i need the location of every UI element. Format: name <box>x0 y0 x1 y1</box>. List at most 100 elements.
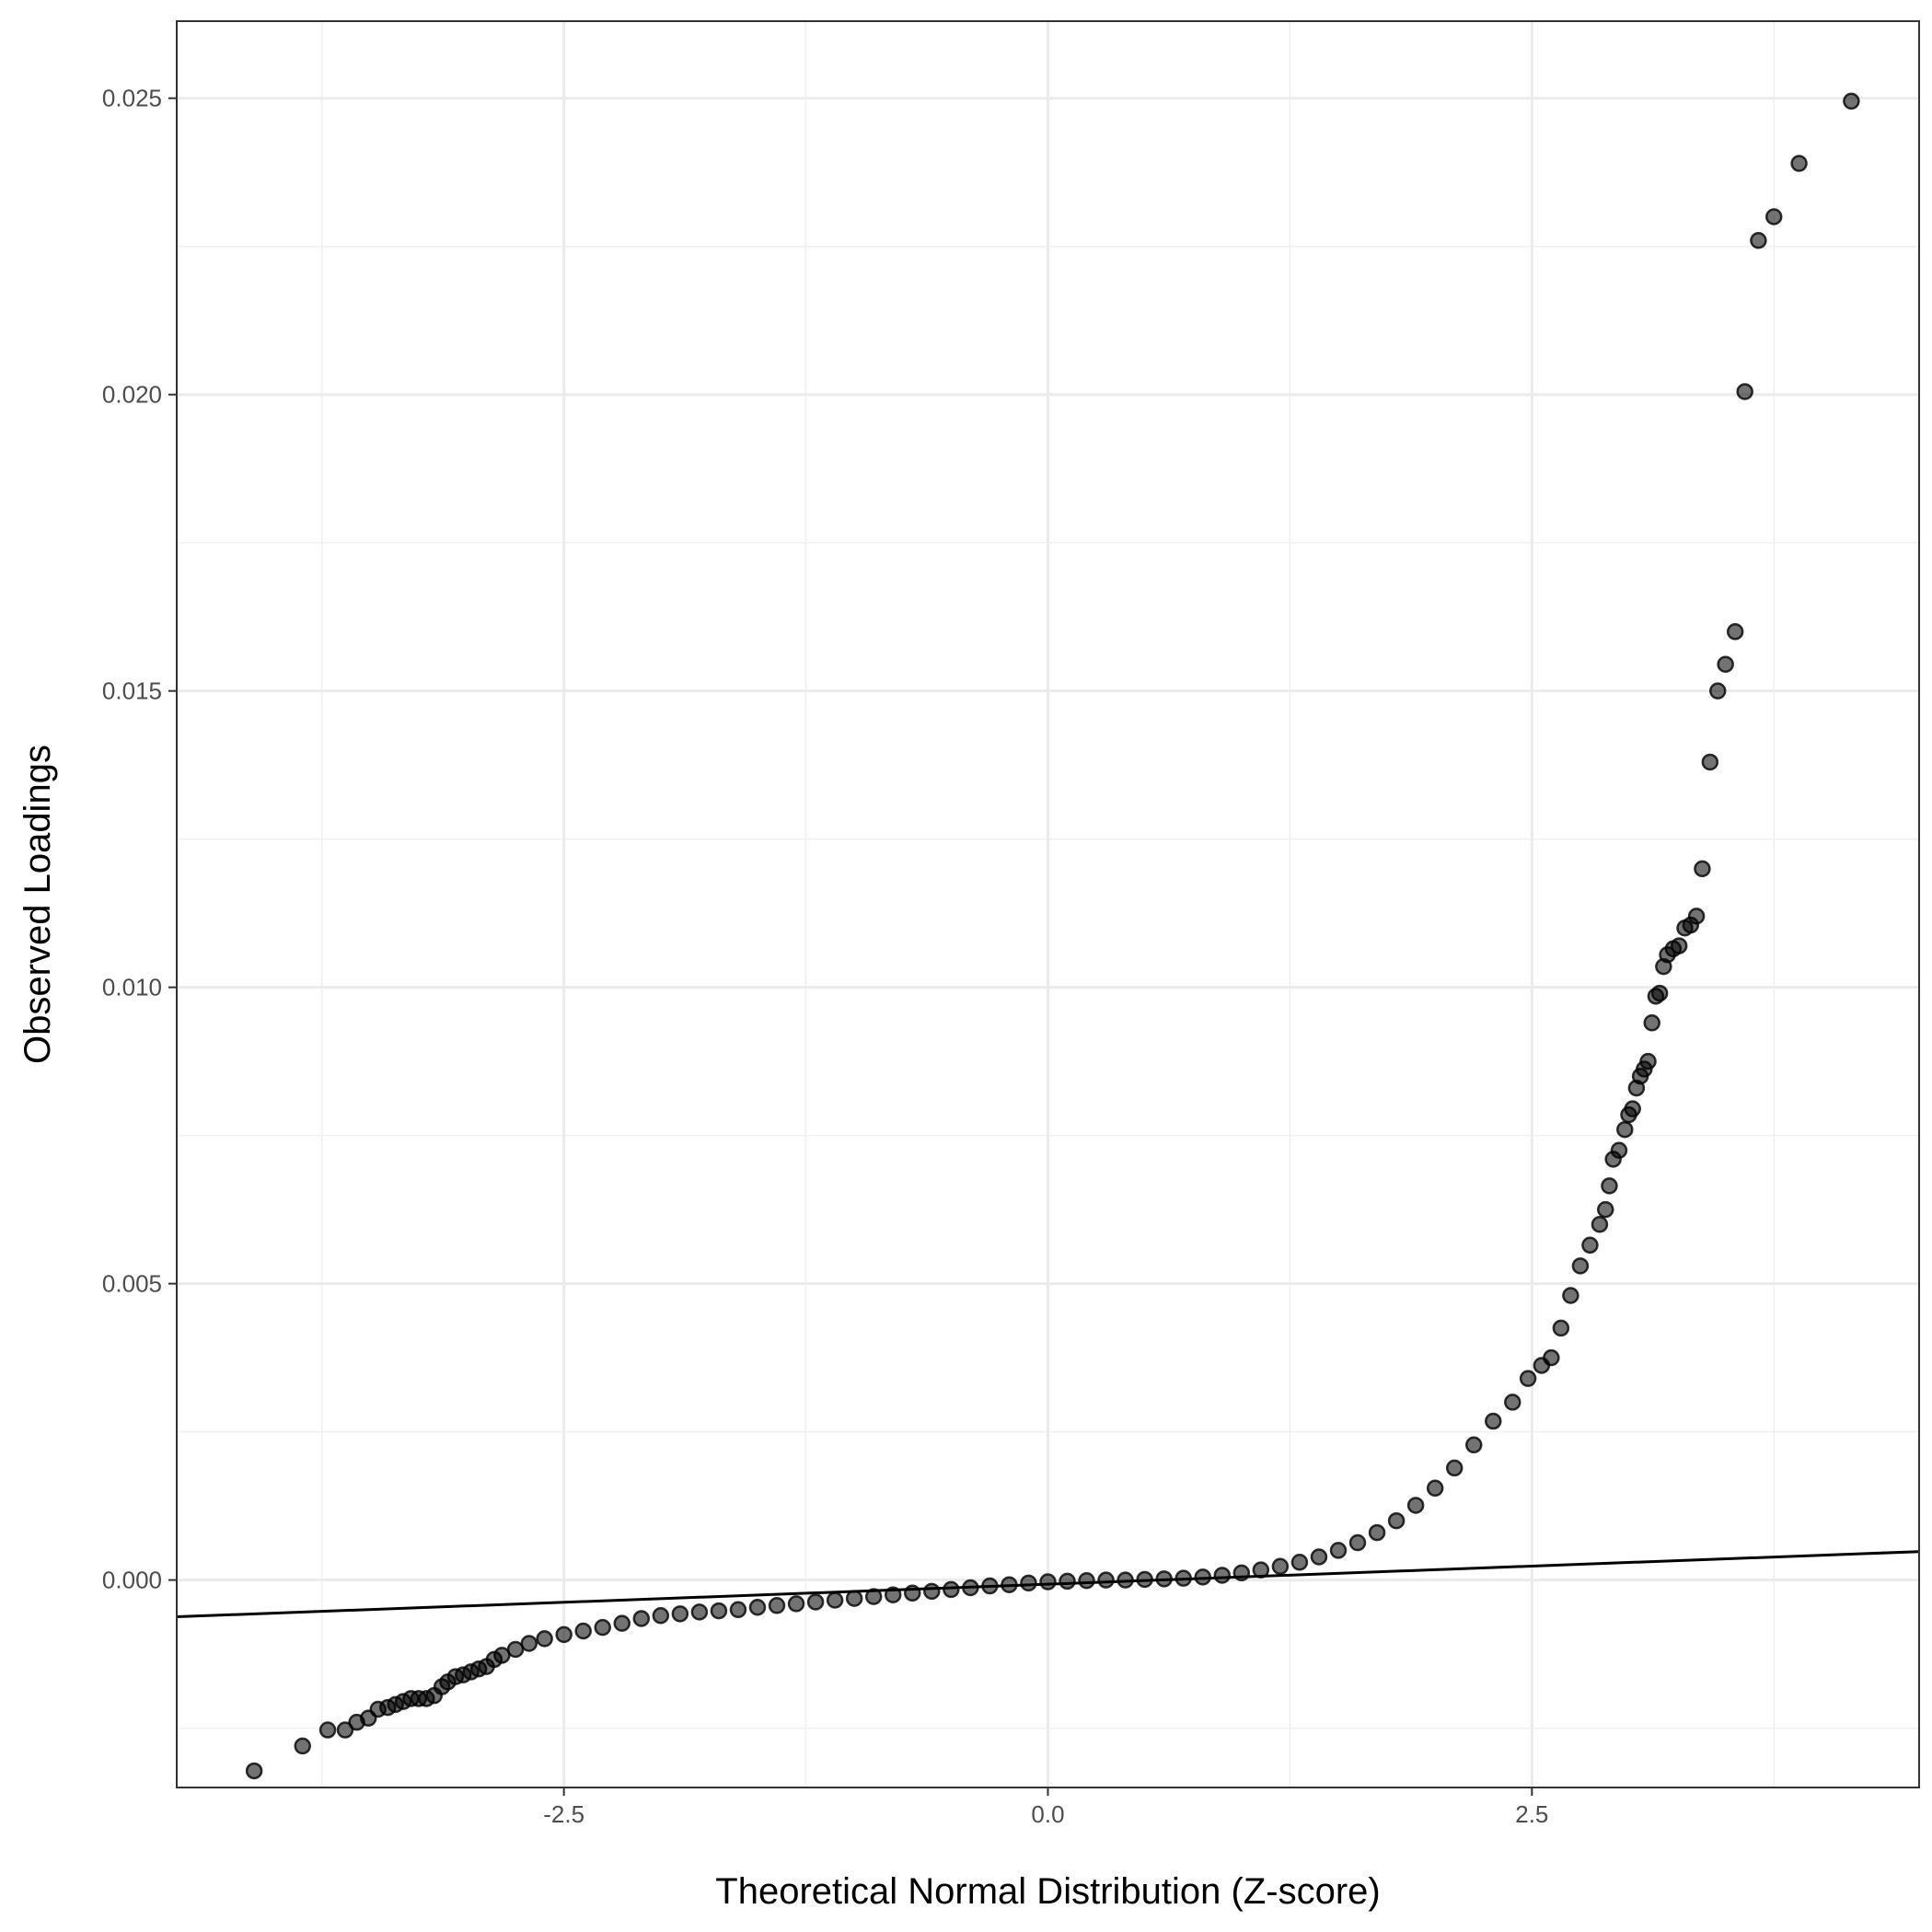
data-point <box>1174 1569 1192 1587</box>
data-point <box>1736 383 1753 400</box>
data-point <box>1571 1257 1590 1275</box>
data-point <box>536 1630 553 1648</box>
data-point <box>1687 908 1706 925</box>
data-point <box>1519 1370 1537 1387</box>
data-point <box>574 1622 592 1640</box>
data-point <box>594 1618 611 1637</box>
data-point <box>1581 1236 1599 1255</box>
x-tick-label: 2.5 <box>1515 1800 1548 1828</box>
y-tick-label: 0.010 <box>102 974 162 1001</box>
data-point <box>632 1610 651 1627</box>
data-point <box>1601 1177 1618 1195</box>
data-point <box>1329 1542 1348 1559</box>
data-point <box>729 1601 747 1619</box>
data-point <box>690 1603 709 1621</box>
y-axis-title: Observed Loadings <box>17 745 58 1064</box>
data-point <box>981 1577 999 1595</box>
data-point <box>336 1721 354 1739</box>
data-point <box>1271 1557 1290 1576</box>
data-point <box>1310 1548 1328 1566</box>
data-point <box>1445 1459 1463 1477</box>
data-point <box>748 1598 767 1616</box>
data-point <box>787 1595 805 1613</box>
y-tick-label: 0.015 <box>102 677 162 705</box>
x-tick-label: 0.0 <box>1031 1800 1064 1828</box>
data-point <box>845 1590 863 1607</box>
data-point <box>1562 1287 1579 1304</box>
data-point <box>1368 1523 1386 1542</box>
data-point <box>962 1579 979 1597</box>
data-point <box>1039 1573 1057 1591</box>
data-point <box>1406 1497 1425 1514</box>
data-point <box>1650 984 1669 1002</box>
y-tick-label: 0.005 <box>102 1270 162 1298</box>
y-tick-label: 0.025 <box>102 85 162 112</box>
data-point <box>1701 753 1719 771</box>
data-point <box>1639 1052 1657 1070</box>
data-point <box>1252 1561 1270 1579</box>
data-point <box>1591 1215 1609 1233</box>
x-axis-ticks: -2.5 0.0 2.5 <box>543 1787 1548 1828</box>
data-point <box>1020 1574 1037 1592</box>
data-point <box>493 1647 511 1664</box>
data-point <box>1670 937 1688 954</box>
data-point <box>1694 860 1711 878</box>
data-point <box>1765 208 1783 226</box>
data-point <box>768 1597 786 1614</box>
data-point <box>1552 1319 1570 1337</box>
x-tick-label: -2.5 <box>543 1800 584 1828</box>
data-point <box>1616 1120 1634 1139</box>
data-point <box>1717 655 1734 673</box>
data-point <box>1624 1100 1641 1117</box>
data-point <box>923 1582 941 1601</box>
data-point <box>318 1721 337 1739</box>
data-point <box>1709 682 1727 700</box>
data-point <box>1843 92 1860 110</box>
y-axis-ticks: 0.000 0.005 0.010 0.015 0.020 0.025 <box>102 85 177 1594</box>
data-point <box>1643 1014 1660 1032</box>
data-point <box>904 1584 921 1602</box>
data-point <box>1464 1436 1483 1454</box>
data-point <box>294 1737 311 1755</box>
data-point <box>245 1762 263 1780</box>
x-axis-title: Theoretical Normal Distribution (Z-score… <box>715 1871 1380 1912</box>
y-tick-label: 0.020 <box>102 381 162 409</box>
data-point <box>1097 1571 1115 1589</box>
data-point <box>1790 155 1808 172</box>
data-point <box>671 1605 689 1623</box>
data-point <box>1194 1568 1212 1586</box>
data-point <box>1750 232 1767 249</box>
data-point <box>520 1635 538 1652</box>
data-point <box>506 1640 525 1659</box>
data-point <box>613 1614 631 1632</box>
data-point <box>884 1586 902 1603</box>
data-points <box>245 92 1860 1780</box>
y-tick-label: 0.000 <box>102 1567 162 1594</box>
data-point <box>1426 1479 1444 1498</box>
data-point <box>710 1602 728 1620</box>
data-point <box>1116 1571 1134 1589</box>
data-point <box>864 1588 883 1605</box>
data-point <box>652 1607 670 1625</box>
data-point <box>1504 1394 1521 1411</box>
data-point <box>1485 1412 1502 1430</box>
data-point <box>1078 1572 1095 1590</box>
data-point <box>1543 1348 1560 1367</box>
data-point <box>1348 1533 1367 1552</box>
data-point <box>1610 1141 1628 1159</box>
data-point <box>555 1625 573 1644</box>
data-point <box>806 1593 825 1611</box>
data-point <box>1059 1572 1076 1591</box>
data-point <box>826 1591 844 1609</box>
data-point <box>1726 623 1744 641</box>
data-point <box>1136 1570 1153 1589</box>
data-point <box>1387 1511 1406 1530</box>
data-point <box>1290 1554 1309 1571</box>
data-point <box>1155 1570 1173 1588</box>
data-point <box>1213 1567 1232 1584</box>
data-point <box>1597 1200 1614 1219</box>
data-point <box>943 1580 960 1599</box>
data-point <box>1232 1564 1251 1582</box>
data-point <box>1001 1576 1018 1594</box>
